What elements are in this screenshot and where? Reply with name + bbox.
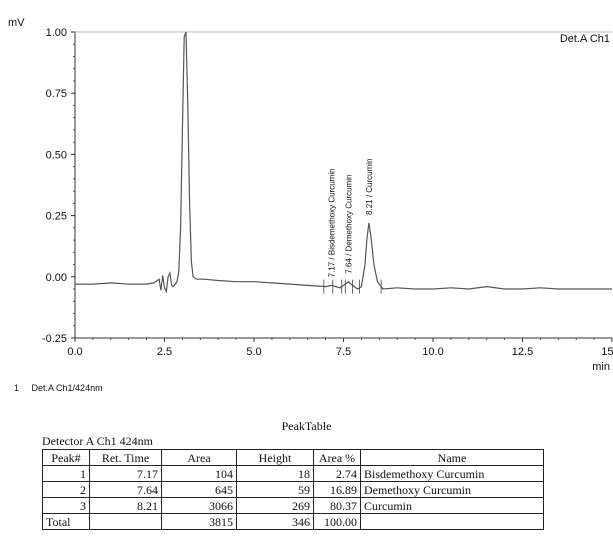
table-cell — [360, 513, 544, 530]
column-header: Ret. Time — [89, 449, 162, 466]
table-cell: Demethoxy Curcumin — [360, 481, 544, 498]
x-axis-unit-label: min — [592, 361, 610, 373]
table-cell: 3815 — [161, 513, 237, 530]
table-cell: 80.37 — [313, 497, 361, 514]
column-header: Height — [236, 449, 314, 466]
series-line — [75, 31, 612, 294]
axes: 1.00 0.75 0.50 0.25 0.00 -0.250.0 2.5 5.0 7.5 10.… — [8, 17, 613, 373]
y-tick-label: 0.75 — [46, 88, 67, 100]
table-cell: 16.89 — [313, 481, 361, 498]
table-cell: 1 — [42, 465, 90, 482]
table-cell: 104 — [161, 465, 237, 482]
column-header: Name — [360, 449, 544, 466]
legend-channel-label: Det.A Ch1 — [560, 33, 610, 45]
chart-marks: 7.17 / Bisdemethoxy Curcumin 7.64 / Demet… — [75, 31, 612, 294]
table-row: 1 7.17 104 18 2.74 Bisdemethoxy Curcumin — [42, 465, 544, 482]
peak-table-title: PeakTable — [281, 419, 332, 433]
y-axis-unit-label: mV — [8, 17, 25, 29]
table-cell: 2 — [42, 481, 90, 498]
column-header: Area — [161, 449, 237, 466]
table-cell — [89, 513, 162, 530]
table-cell: 18 — [236, 465, 314, 482]
table-cell: 269 — [236, 497, 314, 514]
peak-annotation-label: 7.17 / Bisdemethoxy Curcumin — [328, 168, 337, 277]
table-cell: 59 — [236, 481, 314, 498]
chromatogram-chart: 1.00 0.75 0.50 0.25 0.00 -0.250.0 2.5 5.0 7.5 10.… — [8, 17, 613, 373]
table-cell: 645 — [161, 481, 237, 498]
table-row: 2 7.64 645 59 16.89 Demethoxy Curcumin — [42, 481, 544, 498]
table-cell: 7.64 — [89, 481, 162, 498]
table-cell: 3066 — [161, 497, 237, 514]
table-cell: 3 — [42, 497, 90, 514]
y-tick-label: -0.25 — [42, 333, 67, 345]
x-tick-label: 12.5 — [512, 346, 533, 358]
footnote-label: Det.A Ch1/424nm — [31, 383, 103, 393]
table-cell: Curcumin — [360, 497, 544, 514]
peak-annotation-label: 7.64 / Demethoxy Curcumin — [345, 175, 354, 274]
y-tick-label: 0.00 — [46, 272, 67, 284]
y-tick-label: 0.25 — [46, 211, 67, 223]
peak-table-header-row: Peak# Ret. Time Area Height Area % Name — [42, 449, 544, 466]
x-tick-label: 5.0 — [246, 346, 261, 358]
table-cell: Total — [42, 513, 90, 530]
peak-table: Peak# Ret. Time Area Height Area % Name … — [42, 449, 544, 530]
table-total-row: Total 3815 346 100.00 — [42, 513, 544, 530]
x-tick-label: 2.5 — [157, 346, 172, 358]
peak-annotation-label: 8.21 / Curcumin — [365, 158, 374, 214]
table-row: 3 8.21 3066 269 80.37 Curcumin — [42, 497, 544, 514]
chart-footnote: 1 Det.A Ch1/424nm — [14, 383, 113, 393]
table-cell: 8.21 — [89, 497, 162, 514]
footnote-index: 1 — [14, 383, 20, 393]
x-tick-label: 10.0 — [422, 346, 443, 358]
column-header: Peak# — [42, 449, 90, 466]
x-tick-label: 0.0 — [67, 346, 82, 358]
column-header: Area % — [313, 449, 361, 466]
detector-label: Detector A Ch1 424nm — [42, 434, 153, 448]
table-cell: 7.17 — [89, 465, 162, 482]
table-cell: 346 — [236, 513, 314, 530]
table-cell: 2.74 — [313, 465, 361, 482]
y-tick-label: 0.50 — [46, 149, 67, 161]
x-tick-label: 7.5 — [336, 346, 351, 358]
table-cell: 100.00 — [313, 513, 361, 530]
x-tick-label: 15.0 — [601, 346, 613, 358]
table-cell: Bisdemethoxy Curcumin — [360, 465, 544, 482]
y-tick-label: 1.00 — [46, 27, 67, 39]
